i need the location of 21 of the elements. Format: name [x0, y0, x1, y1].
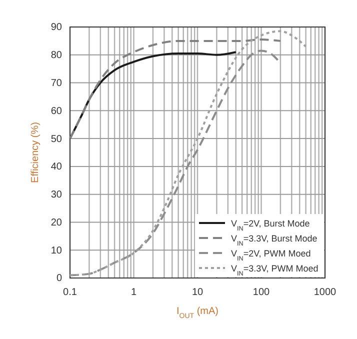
x-tick-label: 0.1 — [63, 287, 78, 298]
y-tick-label: 0 — [56, 273, 62, 284]
y-tick-label: 70 — [50, 78, 62, 89]
legend-label: V$_{IN}$=3.3V, PWM Moed — [231, 264, 318, 277]
y-tick-label: 50 — [50, 134, 62, 145]
y-tick-label: 90 — [50, 22, 62, 34]
legend-label: V$_{IN}$=2V, PWM Moed — [231, 248, 311, 262]
legend-label: V$_{IN}$=3.3V, Burst Mode — [231, 234, 318, 247]
y-tick-label: 80 — [50, 50, 62, 62]
legend-label: V$_{IN}$=2V, Burst Mode — [231, 218, 310, 232]
x-tick-label: 100 — [252, 287, 270, 298]
x-tick-label: 10 — [192, 287, 204, 298]
x-axis-title: I$_{OUT}$ (mA) — [176, 306, 219, 320]
y-tick-label: 20 — [50, 217, 62, 228]
x-tick-label: 1000 — [314, 287, 337, 298]
y-axis-title: Efficiency (%) — [30, 122, 41, 183]
x-tick-label: 1 — [130, 287, 137, 298]
y-tick-label: 40 — [50, 162, 62, 173]
y-tick-label: 10 — [50, 245, 62, 256]
y-tick-label: 30 — [50, 190, 62, 201]
y-tick-label: 60 — [50, 106, 62, 117]
